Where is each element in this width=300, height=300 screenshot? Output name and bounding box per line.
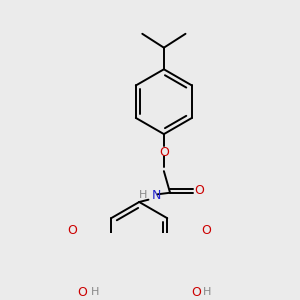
Text: O: O (67, 224, 77, 237)
Text: O: O (202, 224, 212, 237)
Text: H: H (203, 287, 211, 297)
Text: H: H (91, 287, 99, 297)
Text: O: O (191, 286, 201, 299)
Text: O: O (159, 146, 169, 159)
Text: H: H (139, 190, 147, 200)
Text: N: N (152, 188, 161, 202)
Text: O: O (78, 286, 88, 299)
Text: O: O (194, 184, 204, 197)
